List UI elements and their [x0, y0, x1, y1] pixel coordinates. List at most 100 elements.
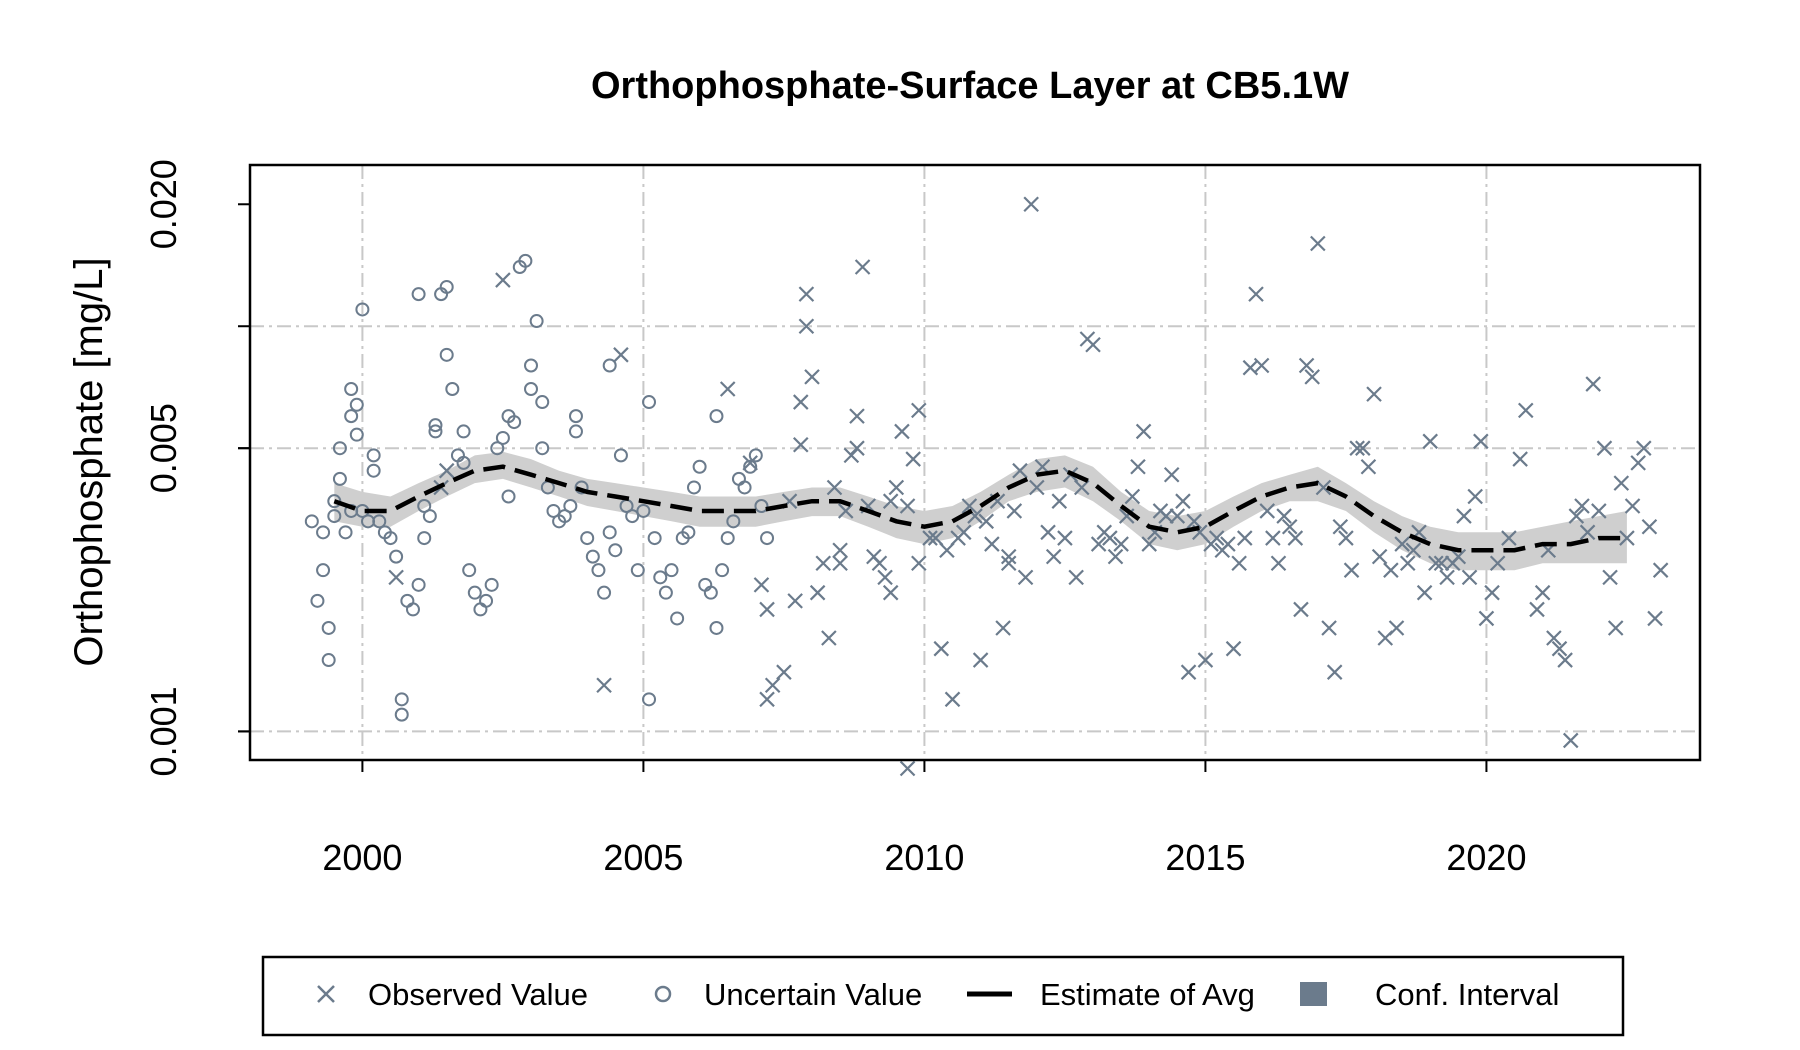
- observed-point: [1248, 286, 1264, 302]
- uncertain-point: [310, 593, 325, 608]
- observed-point: [1107, 548, 1124, 565]
- uncertain-point: [585, 549, 600, 564]
- observed-point: [1332, 518, 1349, 535]
- uncertain-point: [563, 499, 578, 514]
- uncertain-point: [394, 707, 409, 722]
- observed-point: [798, 286, 815, 302]
- observed-point: [1388, 620, 1405, 636]
- observed-point: [1074, 479, 1090, 496]
- observed-point: [944, 691, 961, 708]
- uncertain-point: [709, 409, 724, 424]
- x-tick-label: 2010: [884, 837, 964, 878]
- observed-point: [843, 447, 860, 464]
- observed-point: [1338, 530, 1354, 546]
- observed-point: [1562, 732, 1579, 749]
- observed-point: [1000, 548, 1017, 565]
- observed-point: [1276, 508, 1292, 524]
- uncertain-point: [670, 611, 685, 626]
- observed-point: [1360, 458, 1377, 475]
- observed-point: [1624, 498, 1641, 514]
- x-tick-label: 2005: [603, 837, 683, 878]
- observed-point: [1585, 376, 1601, 392]
- uncertain-point: [760, 531, 775, 546]
- observed-point: [1534, 584, 1551, 601]
- uncertain-point: [321, 620, 336, 635]
- legend-label-observed: Observed Value: [368, 977, 588, 1012]
- uncertain-point: [332, 441, 347, 456]
- observed-point: [1321, 620, 1337, 636]
- uncertain-point: [383, 531, 398, 546]
- observed-point: [905, 451, 921, 467]
- uncertain-point: [439, 347, 454, 362]
- observed-point: [1220, 536, 1236, 552]
- uncertain-point: [591, 563, 606, 578]
- legend-item-conf: Conf. Interval: [1300, 977, 1559, 1012]
- observed-point: [1652, 562, 1669, 578]
- uncertain-point: [484, 577, 499, 592]
- uncertain-point: [653, 570, 668, 585]
- observed-point: [1175, 493, 1191, 509]
- observed-point: [927, 530, 944, 546]
- uncertain-point: [703, 585, 718, 600]
- observed-point: [849, 440, 865, 456]
- legend-label-estimate: Estimate of Avg: [1040, 977, 1255, 1012]
- y-tick-label: 0.005: [143, 403, 184, 493]
- observed-point: [1416, 584, 1433, 601]
- points-layer: [304, 196, 1669, 777]
- uncertain-point: [417, 531, 432, 546]
- chart-title: Orthophosphate-Surface Layer at CB5.1W: [591, 65, 1349, 107]
- observed-point: [888, 479, 905, 496]
- uncertain-point: [372, 514, 387, 529]
- observed-point: [1057, 530, 1073, 546]
- uncertain-point: [411, 287, 426, 302]
- observed-point: [1208, 530, 1225, 546]
- uncertain-point: [495, 430, 510, 445]
- observed-point: [821, 630, 837, 646]
- observed-point: [1135, 423, 1152, 440]
- observed-point: [1304, 369, 1320, 385]
- observed-point: [1422, 433, 1439, 450]
- observed-point: [1428, 555, 1444, 572]
- observed-point: [922, 530, 938, 546]
- observed-point: [871, 555, 888, 572]
- observed-point: [955, 524, 972, 541]
- observed-point: [1591, 503, 1607, 519]
- observed-point: [939, 542, 955, 559]
- uncertain-point: [524, 381, 539, 396]
- uncertain-point: [518, 253, 533, 268]
- uncertain-point: [389, 549, 404, 564]
- observed-point: [438, 462, 455, 479]
- uncertain-point: [546, 503, 561, 518]
- uncertain-point: [630, 563, 645, 578]
- uncertain-point: [613, 448, 628, 463]
- observed-point: [1259, 503, 1276, 519]
- observed-point: [1225, 640, 1242, 657]
- uncertain-point: [664, 563, 679, 578]
- observed-point: [832, 542, 848, 559]
- observed-point: [1467, 488, 1483, 505]
- observed-point: [1557, 652, 1573, 668]
- observed-point: [1326, 664, 1343, 680]
- observed-point: [1355, 440, 1371, 456]
- observed-point: [832, 555, 848, 572]
- legend-item-uncertain: Uncertain Value: [654, 977, 922, 1012]
- observed-point: [1484, 584, 1500, 601]
- uncertain-point: [737, 480, 752, 495]
- observed-point: [787, 593, 803, 609]
- observed-point: [613, 347, 629, 363]
- observed-point: [984, 536, 1000, 552]
- observed-point: [1602, 569, 1618, 586]
- uncertain-point: [726, 514, 741, 529]
- uncertain-point: [754, 499, 769, 514]
- observed-point: [1012, 462, 1028, 479]
- uncertain-point: [731, 471, 746, 486]
- observed-point: [388, 569, 404, 586]
- observed-point: [894, 423, 910, 440]
- observed-point: [1456, 508, 1472, 524]
- observed-point: [882, 584, 899, 601]
- uncertain-point: [535, 441, 550, 456]
- observed-point: [1231, 555, 1247, 572]
- observed-point: [1051, 493, 1068, 509]
- uncertain-point: [473, 602, 488, 617]
- observed-point: [1040, 524, 1056, 541]
